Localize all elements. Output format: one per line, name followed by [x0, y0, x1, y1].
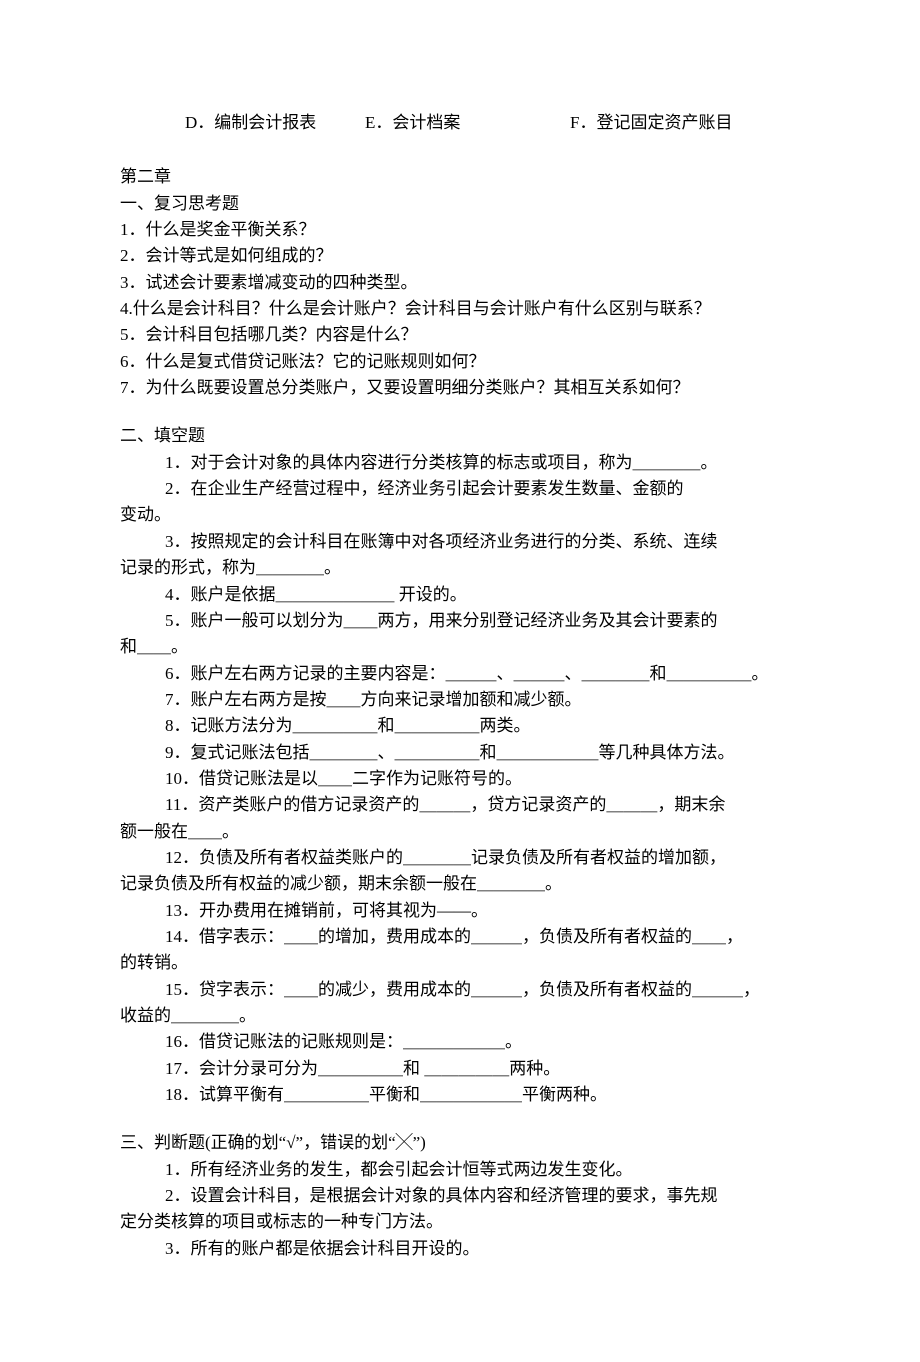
s3-q3: 3．所有的账户都是依据会计科目开设的。: [120, 1236, 800, 1262]
s2-q5b: 和＿＿。: [120, 634, 800, 660]
s2-q3a: 3．按照规定的会计科目在账簿中对各项经济业务进行的分类、系统、连续: [120, 529, 800, 555]
s2-q9: 9．复式记账法包括＿＿＿＿、＿＿＿＿＿和＿＿＿＿＿＿等几种具体方法。: [120, 740, 800, 766]
option-f: F．登记固定资产账目: [570, 110, 732, 136]
chapter-heading: 第二章: [120, 164, 800, 190]
s2-q14b: 的转销。: [120, 950, 800, 976]
s2-q5a: 5．账户一般可以划分为＿＿两方，用来分别登记经济业务及其会计要素的: [120, 608, 800, 634]
section-3-title: 三、判断题(正确的划“√”，错误的划“╳”): [120, 1130, 800, 1156]
section-1-title: 一、复习思考题: [120, 191, 800, 217]
section-2-title: 二、填空题: [120, 423, 800, 449]
s2-q14a: 14．借字表示：＿＿的增加，费用成本的＿＿＿，负债及所有者权益的＿＿，: [120, 924, 800, 950]
s2-q6: 6．账户左右两方记录的主要内容是：＿＿＿、＿＿＿、＿＿＿＿和＿＿＿＿＿。: [120, 661, 800, 687]
s2-q12b: 记录负债及所有权益的减少额，期末余额一般在＿＿＿＿。: [120, 871, 800, 897]
s1-q6: 6．什么是复式借贷记账法？它的记账规则如何？: [120, 349, 800, 375]
s2-q3b: 记录的形式，称为＿＿＿＿。: [120, 555, 800, 581]
s3-q2b: 定分类核算的项目或标志的一种专门方法。: [120, 1209, 800, 1235]
option-d: D．编制会计报表: [185, 110, 365, 136]
s2-q1: 1．对于会计对象的具体内容进行分类核算的标志或项目，称为＿＿＿＿。: [120, 450, 800, 476]
s2-q12a: 12．负债及所有者权益类账户的＿＿＿＿记录负债及所有者权益的增加额，: [120, 845, 800, 871]
s2-q15b: 收益的＿＿＿＿。: [120, 1003, 800, 1029]
s2-q7: 7．账户左右两方是按＿＿方向来记录增加额和减少额。: [120, 687, 800, 713]
s3-q2a: 2．设置会计科目，是根据会计对象的具体内容和经济管理的要求，事先规: [120, 1183, 800, 1209]
s2-q15a: 15．贷字表示：＿＿的减少，费用成本的＿＿＿，负债及所有者权益的＿＿＿，: [120, 977, 800, 1003]
s1-q1: 1．什么是奖金平衡关系？: [120, 217, 800, 243]
s2-q4: 4．账户是依据＿＿＿＿＿＿＿ 开设的。: [120, 582, 800, 608]
s3-q1: 1．所有经济业务的发生，都会引起会计恒等式两边发生变化。: [120, 1157, 800, 1183]
s2-q8: 8．记账方法分为＿＿＿＿＿和＿＿＿＿＿两类。: [120, 713, 800, 739]
s2-q11b: 额一般在＿＿。: [120, 819, 800, 845]
s2-q16: 16．借贷记账法的记账规则是：＿＿＿＿＿＿。: [120, 1029, 800, 1055]
previous-question-options: D．编制会计报表 E．会计档案 F．登记固定资产账目: [120, 110, 800, 136]
s2-q10: 10．借贷记账法是以＿＿二字作为记账符号的。: [120, 766, 800, 792]
s2-q18: 18．试算平衡有＿＿＿＿＿平衡和＿＿＿＿＿＿平衡两种。: [120, 1082, 800, 1108]
s1-q2: 2．会计等式是如何组成的？: [120, 243, 800, 269]
option-e: E．会计档案: [365, 110, 570, 136]
s2-q17: 17．会计分录可分为＿＿＿＿＿和 ＿＿＿＿＿两种。: [120, 1056, 800, 1082]
s2-q13: 13．开办费用在摊销前，可将其视为——。: [120, 898, 800, 924]
s1-q3: 3．试述会计要素增减变动的四种类型。: [120, 270, 800, 296]
s1-q7: 7．为什么既要设置总分类账户，又要设置明细分类账户？其相互关系如何？: [120, 375, 800, 401]
s2-q11a: 11．资产类账户的借方记录资产的＿＿＿，贷方记录资产的＿＿＿，期末余: [120, 792, 800, 818]
s2-q2b: 变动。: [120, 502, 800, 528]
s2-q2a: 2．在企业生产经营过程中，经济业务引起会计要素发生数量、金额的: [120, 476, 800, 502]
s1-q4: 4.什么是会计科目？什么是会计账户？会计科目与会计账户有什么区别与联系？: [120, 296, 800, 322]
s1-q5: 5．会计科目包括哪几类？内容是什么？: [120, 322, 800, 348]
